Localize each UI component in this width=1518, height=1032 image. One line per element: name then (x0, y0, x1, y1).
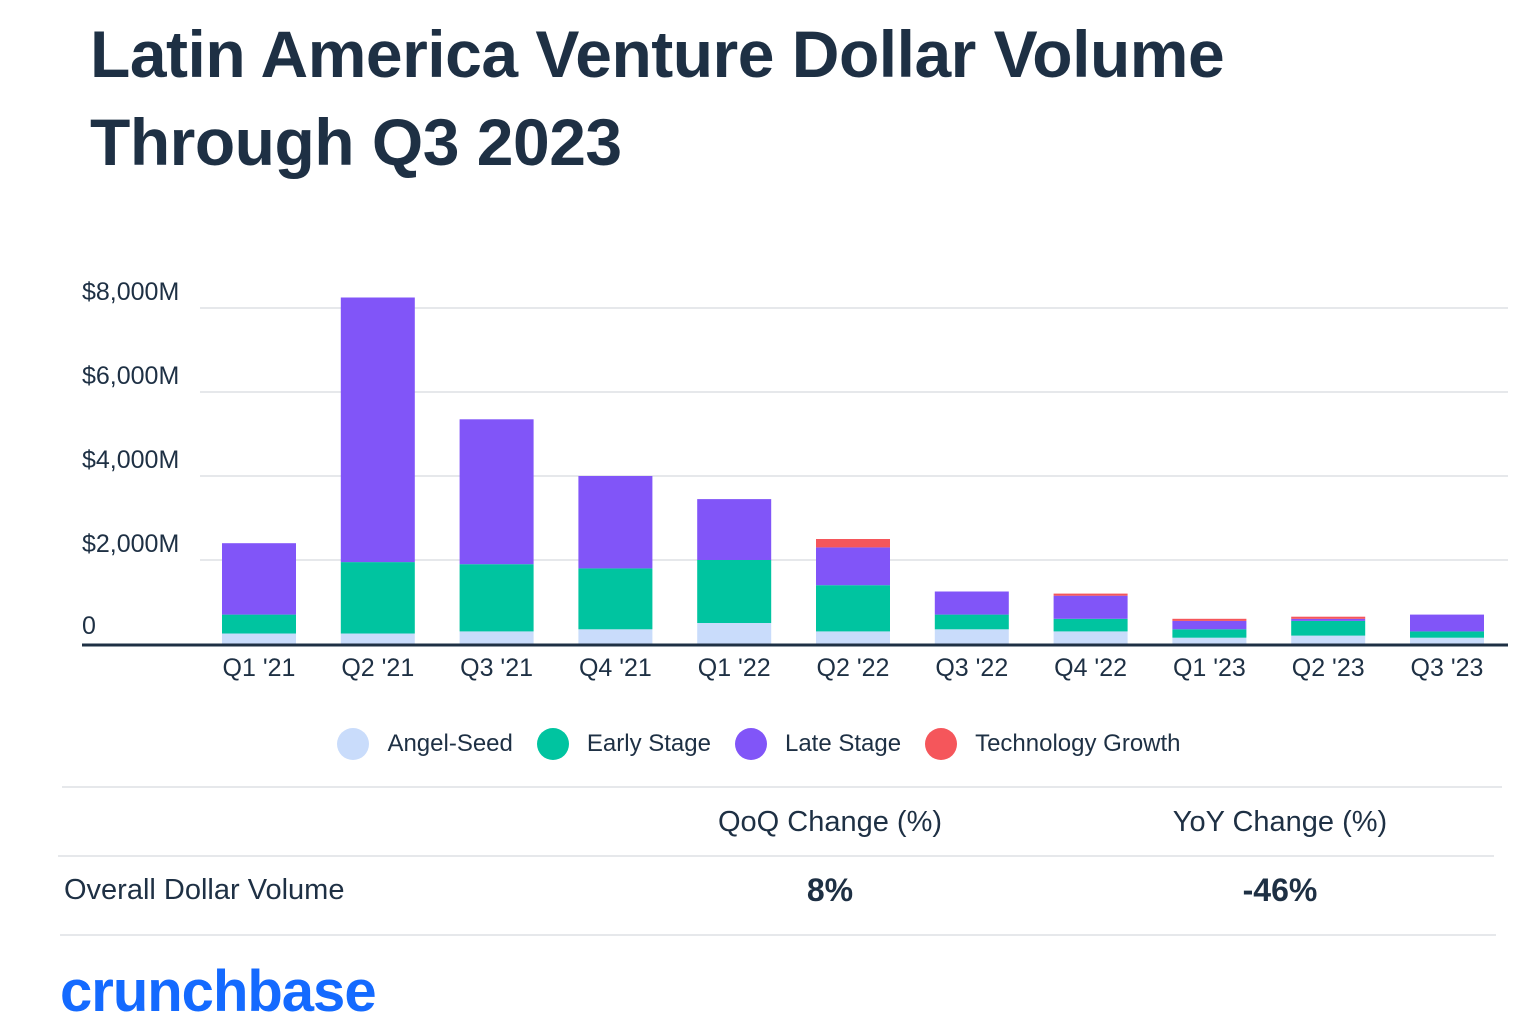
yoy-header: YoY Change (%) (1172, 806, 1388, 838)
bar-early-stage (1172, 629, 1247, 638)
legend-swatch-angel-seed (337, 728, 370, 760)
legend-item-early-stage: Early Stage (536, 728, 711, 760)
bar-angel-seed (1291, 635, 1366, 644)
bar-technology-growth (1053, 593, 1128, 596)
y-tick-label: $6,000M (82, 362, 179, 390)
x-tick-label: Q1 '21 (223, 654, 296, 682)
x-tick-label: Q4 '21 (579, 654, 652, 682)
legend-swatch-late-stage (734, 728, 767, 760)
qoq-value: 8% (806, 872, 854, 908)
bar-early-stage (934, 614, 1009, 630)
row-label-overall-dollar-volume: Overall Dollar Volume (64, 874, 345, 906)
chart-title: Latin America Venture Dollar Volume Thro… (90, 17, 1225, 179)
legend-swatch-technology-growth (925, 728, 958, 760)
legend-item-technology-growth: Technology Growth (925, 728, 1181, 760)
bar-early-stage (697, 560, 772, 623)
qoq-header: QoQ Change (%) (717, 806, 943, 838)
legend-label-late-stage: Late Stage (784, 730, 902, 757)
bar-angel-seed (1410, 637, 1484, 644)
bar-early-stage (459, 564, 534, 632)
legend-label-angel-seed: Angel-Seed (387, 730, 513, 757)
bar-technology-growth (1172, 618, 1247, 621)
bar-late-stage (697, 499, 772, 560)
bar-angel-seed (222, 633, 296, 644)
table-divider-top (62, 786, 1502, 788)
legend: Angel-Seed Early Stage Late Stage Techno… (0, 728, 1518, 760)
x-tick-label: Q3 '23 (1411, 654, 1484, 682)
bar-angel-seed (1172, 637, 1247, 644)
x-tick-label: Q4 '22 (1054, 654, 1127, 682)
bar-angel-seed (1053, 631, 1128, 644)
bar-technology-growth (816, 539, 890, 548)
bar-early-stage (816, 585, 890, 632)
legend-label-technology-growth: Technology Growth (975, 730, 1181, 757)
bar-late-stage (1291, 618, 1366, 621)
bar-technology-growth (1291, 616, 1366, 619)
x-tick-label: Q1 '22 (698, 654, 771, 682)
bar-late-stage (340, 297, 415, 563)
bar-late-stage (1410, 614, 1484, 632)
bar-late-stage (816, 547, 890, 586)
crunchbase-logo: crunchbase (60, 959, 377, 1024)
bar-angel-seed (578, 629, 653, 644)
bar-late-stage (1172, 620, 1247, 630)
x-tick-label: Q3 '22 (935, 654, 1008, 682)
stacked-bar-chart: $8,000M $6,000M $4,000M $2,000M 0 Q1 '21 Q2 '2… (82, 278, 1508, 682)
table-divider-bottom (60, 934, 1496, 936)
legend-label-early-stage: Early Stage (586, 730, 711, 757)
y-tick-label: $8,000M (82, 278, 179, 306)
bar-early-stage (1053, 618, 1128, 632)
yoy-value: -46% (1242, 872, 1318, 908)
bar-early-stage (1410, 631, 1484, 638)
x-tick-label: Q2 '23 (1292, 654, 1365, 682)
bar-angel-seed (816, 631, 890, 644)
table-divider-middle (58, 855, 1494, 857)
bar-late-stage (222, 543, 296, 615)
x-tick-label: Q2 '22 (817, 654, 890, 682)
bar-angel-seed (697, 623, 772, 644)
legend-swatch-early-stage (536, 728, 569, 760)
bar-early-stage (340, 562, 415, 634)
x-tick-label: Q1 '23 (1173, 654, 1246, 682)
bar-late-stage (578, 476, 653, 569)
bar-angel-seed (459, 631, 534, 644)
x-tick-label: Q3 '21 (460, 654, 533, 682)
bar-angel-seed (340, 633, 415, 644)
y-tick-label: $2,000M (82, 530, 179, 558)
bar-angel-seed (934, 629, 1009, 644)
bar-early-stage (1291, 620, 1366, 636)
bar-late-stage (459, 419, 534, 565)
bar-late-stage (1053, 595, 1128, 619)
legend-item-late-stage: Late Stage (734, 728, 902, 760)
y-tick-label: 0 (82, 612, 96, 640)
legend-item-angel-seed: Angel-Seed (337, 728, 513, 760)
y-tick-label: $4,000M (82, 446, 179, 474)
bar-late-stage (934, 591, 1009, 615)
bar-early-stage (578, 568, 653, 630)
x-tick-label: Q2 '21 (341, 654, 414, 682)
bar-early-stage (222, 614, 296, 634)
